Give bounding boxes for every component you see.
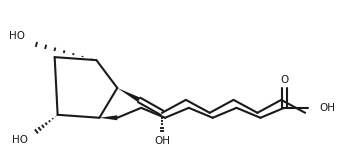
Text: OH: OH [154,136,170,146]
Polygon shape [99,115,117,120]
Text: OH: OH [319,103,335,113]
Text: HO: HO [12,135,28,145]
Polygon shape [117,88,140,102]
Text: HO: HO [9,31,25,41]
Text: O: O [280,75,288,85]
